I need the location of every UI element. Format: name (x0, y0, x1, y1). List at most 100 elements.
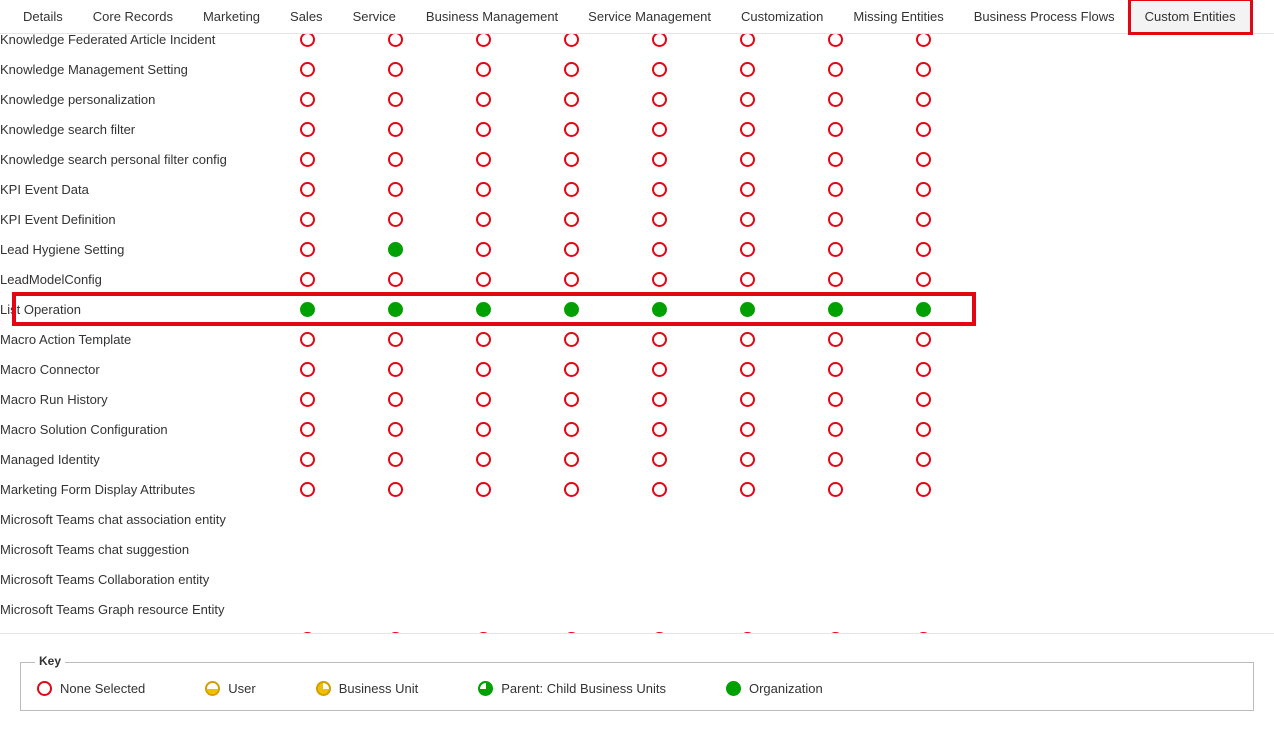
perm-none-icon[interactable] (828, 422, 843, 437)
perm-none-icon[interactable] (476, 62, 491, 77)
perm-none-icon[interactable] (564, 272, 579, 287)
perm-none-icon[interactable] (564, 92, 579, 107)
perm-cell[interactable] (300, 144, 388, 174)
perm-none-icon[interactable] (388, 482, 403, 497)
perm-none-icon[interactable] (652, 422, 667, 437)
perm-cell[interactable] (564, 474, 652, 504)
perm-none-icon[interactable] (916, 632, 931, 633)
perm-none-icon[interactable] (740, 422, 755, 437)
perm-cell[interactable] (564, 264, 652, 294)
perm-org-icon[interactable] (476, 302, 491, 317)
perm-cell[interactable] (652, 324, 740, 354)
perm-cell[interactable] (300, 174, 388, 204)
perm-cell[interactable] (828, 294, 916, 324)
perm-none-icon[interactable] (740, 272, 755, 287)
perm-none-icon[interactable] (828, 92, 843, 107)
perm-cell[interactable] (388, 354, 476, 384)
perm-cell[interactable] (740, 624, 828, 633)
perm-none-icon[interactable] (828, 62, 843, 77)
perm-none-icon[interactable] (828, 452, 843, 467)
perm-none-icon[interactable] (828, 182, 843, 197)
perm-cell[interactable] (388, 264, 476, 294)
perm-cell[interactable] (564, 234, 652, 264)
perm-none-icon[interactable] (740, 332, 755, 347)
entity-grid-scroll[interactable]: Knowledge Federated Article IncidentKnow… (0, 34, 1274, 633)
perm-none-icon[interactable] (564, 632, 579, 633)
perm-none-icon[interactable] (388, 392, 403, 407)
perm-cell[interactable] (476, 264, 564, 294)
perm-none-icon[interactable] (564, 212, 579, 227)
perm-none-icon[interactable] (652, 272, 667, 287)
perm-cell[interactable] (652, 84, 740, 114)
perm-none-icon[interactable] (300, 212, 315, 227)
perm-cell[interactable] (828, 444, 916, 474)
perm-cell[interactable] (652, 34, 740, 54)
perm-none-icon[interactable] (564, 422, 579, 437)
perm-none-icon[interactable] (300, 62, 315, 77)
perm-none-icon[interactable] (388, 92, 403, 107)
perm-cell[interactable] (388, 54, 476, 84)
perm-cell[interactable] (476, 414, 564, 444)
perm-cell[interactable] (564, 384, 652, 414)
perm-cell[interactable] (916, 444, 1004, 474)
perm-cell[interactable] (652, 444, 740, 474)
tab-service[interactable]: Service (338, 0, 411, 33)
perm-cell[interactable] (916, 234, 1004, 264)
perm-cell[interactable] (564, 324, 652, 354)
perm-cell[interactable] (564, 354, 652, 384)
perm-none-icon[interactable] (388, 34, 403, 47)
perm-cell[interactable] (476, 114, 564, 144)
perm-none-icon[interactable] (828, 392, 843, 407)
perm-cell[interactable] (916, 54, 1004, 84)
perm-none-icon[interactable] (388, 122, 403, 137)
perm-cell[interactable] (916, 414, 1004, 444)
perm-cell[interactable] (740, 324, 828, 354)
perm-cell[interactable] (564, 204, 652, 234)
perm-none-icon[interactable] (828, 482, 843, 497)
perm-none-icon[interactable] (740, 632, 755, 633)
perm-cell[interactable] (652, 474, 740, 504)
perm-none-icon[interactable] (300, 362, 315, 377)
perm-cell[interactable] (564, 624, 652, 633)
perm-none-icon[interactable] (388, 272, 403, 287)
perm-cell[interactable] (652, 294, 740, 324)
perm-cell[interactable] (564, 84, 652, 114)
perm-cell[interactable] (476, 354, 564, 384)
perm-none-icon[interactable] (388, 212, 403, 227)
perm-cell[interactable] (300, 384, 388, 414)
perm-none-icon[interactable] (476, 482, 491, 497)
perm-none-icon[interactable] (828, 332, 843, 347)
perm-none-icon[interactable] (300, 122, 315, 137)
perm-cell[interactable] (564, 444, 652, 474)
perm-none-icon[interactable] (652, 182, 667, 197)
perm-none-icon[interactable] (476, 632, 491, 633)
perm-none-icon[interactable] (652, 34, 667, 47)
perm-none-icon[interactable] (916, 212, 931, 227)
perm-none-icon[interactable] (388, 632, 403, 633)
tab-sales[interactable]: Sales (275, 0, 338, 33)
perm-none-icon[interactable] (476, 212, 491, 227)
perm-none-icon[interactable] (564, 152, 579, 167)
perm-cell[interactable] (476, 84, 564, 114)
perm-cell[interactable] (652, 114, 740, 144)
perm-none-icon[interactable] (652, 362, 667, 377)
perm-none-icon[interactable] (916, 362, 931, 377)
perm-none-icon[interactable] (564, 242, 579, 257)
tab-marketing[interactable]: Marketing (188, 0, 275, 33)
perm-cell[interactable] (916, 114, 1004, 144)
perm-none-icon[interactable] (916, 92, 931, 107)
perm-cell[interactable] (476, 34, 564, 54)
perm-cell[interactable] (476, 444, 564, 474)
perm-none-icon[interactable] (300, 34, 315, 47)
perm-none-icon[interactable] (476, 452, 491, 467)
perm-none-icon[interactable] (300, 92, 315, 107)
perm-cell[interactable] (740, 34, 828, 54)
perm-cell[interactable] (476, 294, 564, 324)
perm-cell[interactable] (740, 414, 828, 444)
perm-cell[interactable] (828, 34, 916, 54)
perm-cell[interactable] (300, 294, 388, 324)
perm-none-icon[interactable] (300, 182, 315, 197)
perm-cell[interactable] (916, 34, 1004, 54)
perm-none-icon[interactable] (828, 272, 843, 287)
perm-cell[interactable] (388, 144, 476, 174)
